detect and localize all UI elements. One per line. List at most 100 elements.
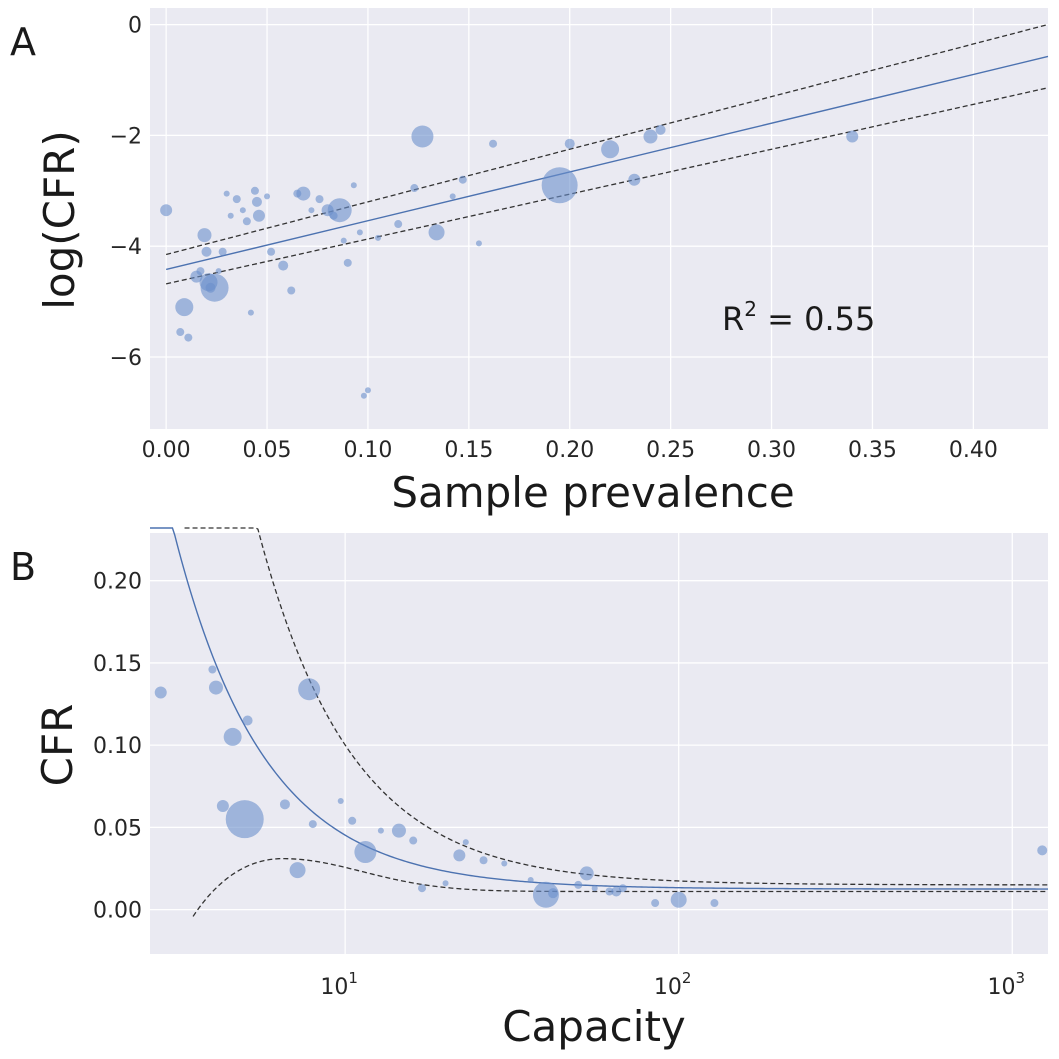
panel-b-point xyxy=(409,836,418,845)
panel-a-point xyxy=(252,209,265,222)
panel-b-point xyxy=(391,823,406,838)
panel-b-point xyxy=(651,899,660,908)
panel-a: 0.00 0.05 0.10 0.15 0.20 0.25 0.30 0.35 0.40 0 −2 −… xyxy=(10,8,1049,517)
panel-b-point xyxy=(216,799,229,812)
panel-b-point xyxy=(611,886,622,897)
panel-a-point xyxy=(394,220,403,229)
xtick-base: 10 xyxy=(987,975,1015,1000)
panel-a-grid xyxy=(150,8,1048,429)
panel-a-point xyxy=(846,130,859,143)
panel-a-point xyxy=(428,224,445,241)
panel-a-xtick-label: 0.10 xyxy=(343,438,392,463)
panel-b-point xyxy=(354,841,377,864)
panel-b-point xyxy=(1037,845,1048,856)
panel-a-point xyxy=(176,328,185,337)
panel-a-point xyxy=(564,138,575,149)
panel-a-ytick-label: −2 xyxy=(110,124,142,149)
panel-b-point xyxy=(462,839,469,846)
panel-a-point xyxy=(201,246,212,257)
panel-b-point xyxy=(710,899,719,908)
panel-b-point xyxy=(208,680,223,695)
panel-a-point xyxy=(251,196,262,207)
panel-b-point xyxy=(442,880,449,887)
panel-a-fit-line xyxy=(165,55,1049,271)
panel-b-xtick-label: 102 xyxy=(654,969,692,1000)
panel-b-grid xyxy=(150,533,1048,954)
panel-b-point xyxy=(591,885,598,892)
panel-b-point xyxy=(308,820,317,829)
panel-b-ytick-label: 0.05 xyxy=(93,816,142,841)
panel-b-point xyxy=(579,866,594,881)
panel-a-xlabel: Sample prevalence xyxy=(391,468,794,517)
panel-b-point xyxy=(242,715,253,726)
panel-a-points xyxy=(160,124,859,399)
panel-b-point xyxy=(479,856,488,865)
panel-a-point xyxy=(215,268,222,275)
panel-b-point xyxy=(279,799,290,810)
panel-a-point xyxy=(655,124,666,135)
panel-b-fit-curve xyxy=(150,527,1048,890)
panel-b-xtick-label: 103 xyxy=(987,969,1025,1000)
panel-a-ytick-label: −4 xyxy=(110,235,142,260)
panel-a-point xyxy=(227,212,234,219)
panel-a-xtick-label: 0.25 xyxy=(646,438,695,463)
panel-a-point xyxy=(360,392,367,399)
panel-a-xtick-label: 0.30 xyxy=(747,438,796,463)
panel-b-ylabel: CFR xyxy=(33,704,82,787)
panel-b-point xyxy=(223,727,242,746)
xtick-base: 10 xyxy=(654,975,682,1000)
panel-b-point xyxy=(289,862,306,879)
panel-a-point xyxy=(628,173,641,186)
xtick-exponent: 3 xyxy=(1015,969,1025,987)
r2-value: = 0.55 xyxy=(757,300,875,338)
panel-a-r2-annotation: R2 = 0.55 xyxy=(722,297,875,338)
panel-a-point xyxy=(175,298,194,317)
xtick-base: 10 xyxy=(320,975,348,1000)
panel-a-point xyxy=(449,193,456,200)
r2-superscript: 2 xyxy=(744,297,757,321)
panel-a-ci-lower xyxy=(166,87,1049,285)
panel-a-point xyxy=(643,129,658,144)
panel-b-point xyxy=(337,798,344,805)
panel-a-xtick-label: 0.00 xyxy=(142,438,191,463)
panel-a-xtick-label: 0.05 xyxy=(243,438,292,463)
panel-a-point xyxy=(160,204,173,217)
panel-a-point xyxy=(475,240,482,247)
panel-a-point xyxy=(411,125,434,148)
panel-a-ytick-label: −6 xyxy=(110,346,142,371)
panel-a-point xyxy=(247,309,254,316)
panel-b-ytick-label: 0.10 xyxy=(93,734,142,759)
panel-b-plot-area xyxy=(150,533,1048,954)
panel-a-point xyxy=(601,140,620,159)
panel-a-point xyxy=(327,198,352,223)
panel-b-point xyxy=(377,827,384,834)
panel-b-point xyxy=(574,880,583,889)
panel-b-xtick-label: 101 xyxy=(320,969,358,1000)
panel-a-point xyxy=(364,387,371,394)
panel-b-point xyxy=(225,800,264,839)
panel-a-point xyxy=(196,267,205,276)
panel-a-point xyxy=(200,273,229,302)
panel-a-point xyxy=(350,182,357,189)
panel-a-point xyxy=(489,139,498,148)
panel-a-point xyxy=(264,193,271,200)
panel-a-point xyxy=(296,186,311,201)
panel-a-point xyxy=(458,175,467,184)
panel-b-letter: B xyxy=(10,545,36,589)
panel-b-point xyxy=(208,665,217,674)
panel-b-point xyxy=(298,678,321,701)
panel-a-point xyxy=(232,195,241,204)
r2-prefix: R xyxy=(722,300,744,338)
panel-b-ytick-label: 0.20 xyxy=(93,570,142,595)
panel-a-point xyxy=(315,195,324,204)
panel-b-ytick-label: 0.00 xyxy=(93,899,142,924)
xtick-exponent: 2 xyxy=(682,969,692,987)
panel-a-point xyxy=(308,207,315,214)
panel-a-xtick-label: 0.40 xyxy=(949,438,998,463)
panel-a-xtick-label: 0.35 xyxy=(848,438,897,463)
panel-a-letter: A xyxy=(10,20,36,64)
xtick-exponent: 1 xyxy=(348,969,358,987)
panel-b-ci-upper xyxy=(184,527,1048,886)
